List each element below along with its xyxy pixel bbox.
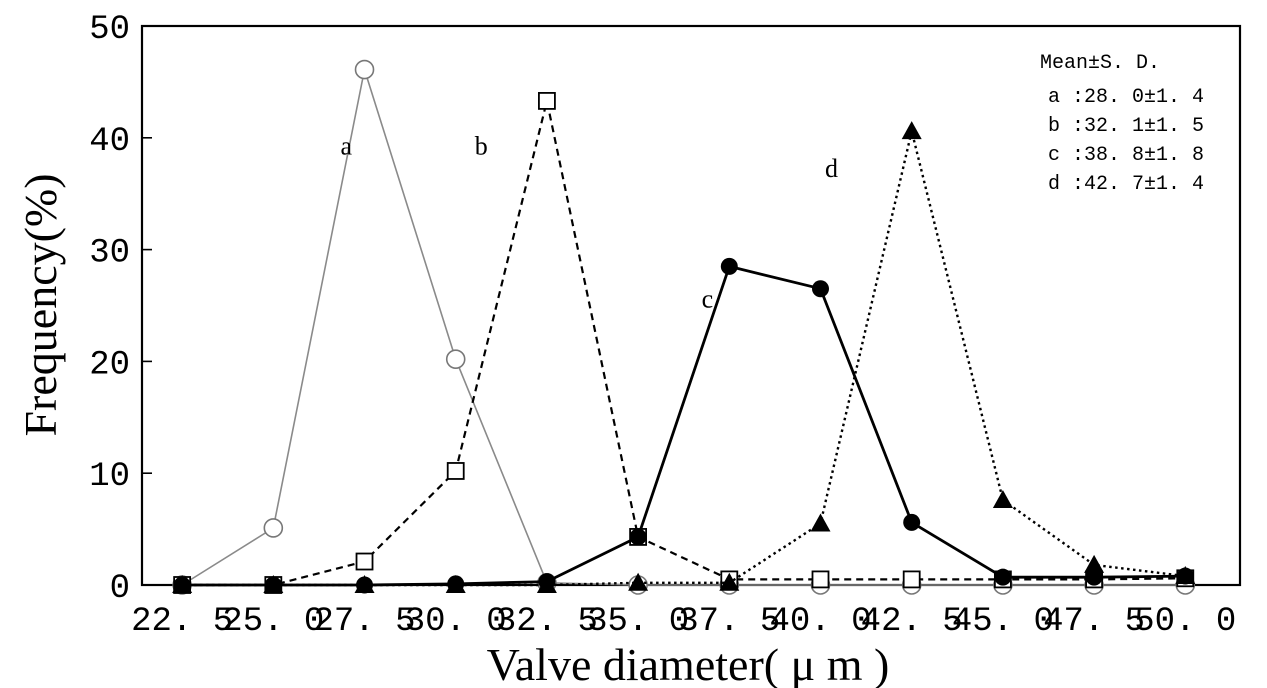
data-point-c <box>811 280 829 298</box>
x-tick-label: 22. 5 <box>131 603 233 641</box>
series-label-c: c <box>702 285 714 314</box>
x-tick-label: 30. 0 <box>405 603 507 641</box>
y-axis-title: Frequency(%) <box>15 173 66 436</box>
x-axis: 22. 525. 027. 530. 032. 535. 037. 540. 0… <box>131 577 1236 641</box>
data-point-b <box>902 570 921 589</box>
y-tick-label: 10 <box>89 458 130 496</box>
x-tick-label: 40. 0 <box>769 603 871 641</box>
data-point-b <box>811 570 830 589</box>
data-point-b <box>538 92 556 110</box>
series-label-d: d <box>825 154 838 183</box>
series-b <box>173 92 1195 594</box>
legend-title: Mean±S. D. <box>1040 52 1160 75</box>
plot-area-border <box>140 24 1242 587</box>
x-tick-label: 50. 0 <box>1134 603 1236 641</box>
x-axis-title: Valve diameter( μ m ) <box>487 639 890 688</box>
data-point-d <box>992 490 1013 509</box>
series-line-d <box>182 129 1186 587</box>
series-c <box>173 257 1194 594</box>
data-point-d <box>263 575 284 593</box>
x-tick-label: 27. 5 <box>314 603 416 641</box>
series-line-c <box>182 264 1186 587</box>
data-point-c <box>903 513 921 531</box>
x-tick-label: 35. 0 <box>587 603 689 641</box>
data-point-d <box>1175 566 1196 585</box>
legend-entry-c: c :38. 8±1. 8 <box>1048 144 1204 167</box>
x-tick-label: 32. 5 <box>496 603 598 641</box>
y-axis: 0 10 20 30 40 50 <box>89 11 152 608</box>
legend: Mean±S. D. a :28. 0±1. 4 b :32. 1±1. 5 c… <box>1040 52 1204 196</box>
data-point-d <box>354 575 375 593</box>
data-point-d <box>445 575 466 593</box>
y-tick-label: 40 <box>89 123 130 161</box>
data-point-c <box>994 568 1012 586</box>
series-a <box>172 59 1196 595</box>
data-point-d <box>1084 554 1105 573</box>
x-tick-label: 45. 0 <box>952 603 1054 641</box>
data-point-b <box>355 552 374 571</box>
data-point-a <box>445 349 466 369</box>
series-label-layer: a b c d <box>341 132 838 314</box>
x-tick-label: 25. 0 <box>222 603 324 641</box>
x-tick-label: 37. 5 <box>678 603 780 641</box>
data-point-c <box>720 257 738 275</box>
y-tick-label: 50 <box>89 11 130 49</box>
x-tick-label: 42. 5 <box>861 603 963 641</box>
series-line-b <box>182 99 1186 587</box>
data-point-d <box>628 572 649 591</box>
data-point-d <box>536 575 557 593</box>
legend-entry-b: b :32. 1±1. 5 <box>1048 115 1204 138</box>
data-point-d <box>719 572 740 591</box>
data-point-c <box>629 528 647 546</box>
series-label-a: a <box>341 132 353 161</box>
y-tick-label: 20 <box>89 346 130 384</box>
series-label-b: b <box>475 132 488 161</box>
y-tick-label: 30 <box>89 235 130 273</box>
plot-frame <box>140 24 1242 587</box>
series-d <box>172 121 1196 593</box>
data-point-a <box>354 59 375 80</box>
series-layer <box>172 59 1196 595</box>
data-point-d <box>172 575 193 593</box>
data-point-b <box>446 462 465 480</box>
y-tick-label: 0 <box>110 570 130 608</box>
data-point-d <box>901 121 922 140</box>
data-point-d <box>810 513 831 532</box>
data-point-a <box>263 518 284 538</box>
legend-entry-d: d :42. 7±1. 4 <box>1048 173 1204 196</box>
x-tick-label: 47. 5 <box>1043 603 1145 641</box>
series-line-a <box>181 68 1186 586</box>
data-point-c <box>1085 568 1103 586</box>
legend-entry-a: a :28. 0±1. 4 <box>1048 86 1204 109</box>
